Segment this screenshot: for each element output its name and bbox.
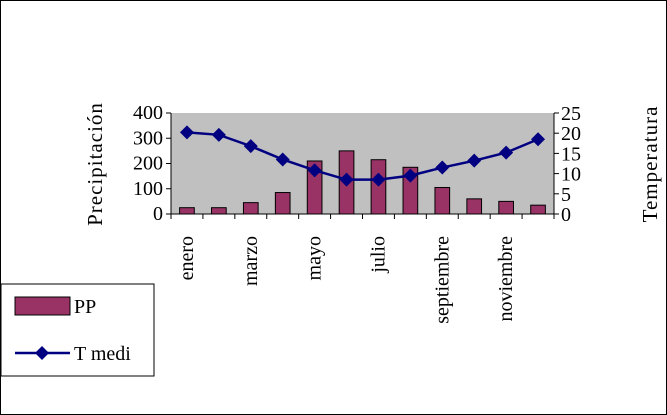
legend-pp-swatch	[14, 296, 71, 316]
legend-tmedi-label: T medi	[74, 343, 131, 365]
y-axis-title: Precipitación	[83, 102, 107, 226]
y2-tick-label: 0	[561, 204, 571, 226]
point-tmedi-febrero	[211, 127, 226, 142]
point-tmedi-abril	[275, 152, 290, 167]
y2-tick-label: 25	[561, 103, 581, 125]
x-tick-label-mayo: mayo	[304, 236, 326, 280]
point-tmedi-junio	[339, 172, 354, 187]
bar-pp-diciembre	[530, 204, 546, 215]
x-tick-label-julio: julio	[367, 236, 389, 274]
x-axis-ticks: enero marzo mayo julio septiembre noviembre	[170, 214, 555, 324]
bar-pp-septiembre	[434, 186, 451, 215]
legend-tmedi-marker	[35, 346, 49, 360]
y2-tick-label: 15	[561, 143, 581, 165]
y-axis-ticks: 0 100 200 300 400	[133, 102, 171, 225]
x-tick-label-enero: enero	[176, 236, 198, 280]
y-tick-label: 200	[133, 153, 163, 175]
y-tick-label: 100	[133, 178, 163, 200]
point-tmedi-julio	[371, 172, 386, 187]
legend: PP T medi	[0, 283, 155, 377]
bar-pp-enero	[179, 207, 195, 215]
point-tmedi-enero	[179, 125, 194, 140]
y2-axis-title: Temperatura	[638, 106, 662, 223]
point-tmedi-mayo	[307, 163, 322, 178]
y2-tick-label: 10	[561, 164, 581, 186]
y-tick-label: 300	[133, 127, 163, 149]
bar-pp-febrero	[211, 207, 227, 215]
bar-pp-abril	[274, 192, 291, 215]
point-tmedi-noviembre	[499, 145, 514, 160]
legend-pp-label: PP	[74, 296, 96, 318]
bar-pp-julio	[370, 159, 387, 215]
line-layer	[179, 125, 546, 187]
point-tmedi-marzo	[243, 139, 258, 154]
plot-area	[171, 113, 554, 214]
bar-pp-octubre	[466, 198, 483, 215]
y-tick-label: 400	[133, 102, 163, 124]
x-tick-label-marzo: marzo	[240, 236, 262, 286]
point-tmedi-diciembre	[531, 132, 546, 147]
bar-pp-marzo	[242, 202, 259, 215]
bar-pp-noviembre	[498, 200, 514, 215]
y2-tick-label: 5	[561, 184, 571, 206]
point-tmedi-octubre	[467, 153, 482, 168]
bars-layer	[179, 150, 546, 215]
point-tmedi-agosto	[403, 168, 418, 183]
point-tmedi-septiembre	[435, 160, 450, 175]
y-tick-label: 0	[153, 203, 163, 225]
y2-tick-label: 20	[561, 123, 581, 145]
x-tick-label-septiembre: septiembre	[431, 236, 453, 324]
x-tick-label-noviembre: noviembre	[495, 236, 517, 322]
